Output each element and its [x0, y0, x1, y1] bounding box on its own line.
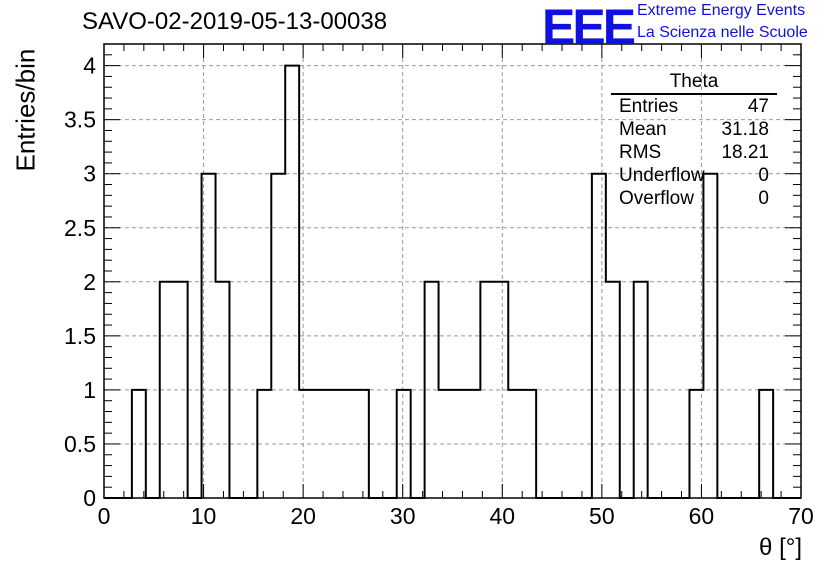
y-tick-label: 3 [83, 161, 96, 187]
x-tick-label: 30 [390, 503, 416, 529]
y-tick-label: 2.5 [64, 215, 96, 241]
eee-logo: EEE [542, 0, 636, 55]
stats-label: RMS [619, 142, 662, 163]
stats-row-overflow: Overflow 0 [611, 187, 777, 210]
stats-label: Mean [619, 119, 667, 140]
stats-value: 0 [758, 165, 769, 186]
stats-title: Theta [611, 72, 777, 95]
y-tick-label: 0.5 [64, 431, 96, 457]
y-tick-label: 2 [83, 269, 96, 295]
stats-value: 31.18 [721, 119, 769, 140]
y-tick-label: 4 [83, 53, 96, 79]
stats-value: 18.21 [721, 142, 769, 163]
y-tick-label: 0 [83, 485, 96, 511]
logo-line-2: La Scienza nelle Scuole [637, 24, 808, 41]
stats-value: 0 [758, 188, 769, 209]
y-tick-label: 1.5 [64, 323, 96, 349]
x-tick-label: 50 [589, 503, 615, 529]
stats-row-rms: RMS 18.21 [611, 141, 777, 164]
stats-row-entries: Entries 47 [611, 95, 777, 118]
y-axis-label: Entries/bin [10, 48, 41, 172]
logo-line-1: Extreme Energy Events [637, 2, 806, 19]
y-tick-label: 3.5 [64, 107, 96, 133]
stats-value: 47 [747, 96, 769, 117]
x-tick-label: 40 [489, 503, 515, 529]
x-tick-label: 0 [98, 503, 111, 529]
y-tick-label: 1 [83, 377, 96, 403]
stats-label: Entries [619, 96, 679, 117]
stats-box: Theta Entries 47 Mean 31.18 RMS 18.21 Un… [611, 72, 777, 210]
stats-label: Overflow [619, 188, 694, 209]
chart-title: SAVO-02-2019-05-13-00038 [82, 8, 388, 35]
stats-row-mean: Mean 31.18 [611, 118, 777, 141]
x-axis-label: θ [°] [759, 534, 802, 561]
stats-row-underflow: Underflow 0 [611, 164, 777, 187]
x-tick-label: 10 [191, 503, 217, 529]
x-tick-label: 20 [290, 503, 316, 529]
x-tick-label: 70 [788, 503, 814, 529]
x-tick-label: 60 [689, 503, 715, 529]
stats-label: Underflow [619, 165, 705, 186]
